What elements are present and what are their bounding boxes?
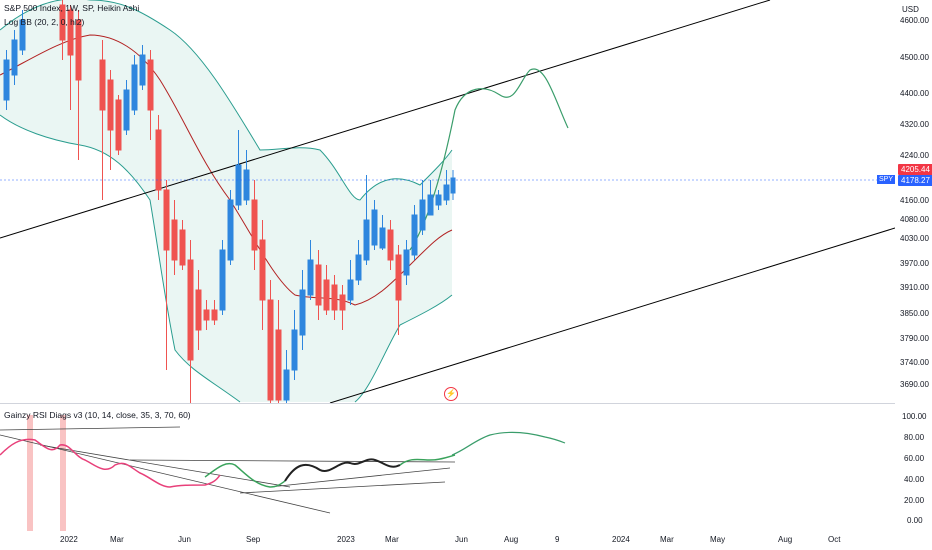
price-tick: 3740.00: [900, 358, 929, 367]
bb-upper: [0, 0, 453, 201]
price-tick: 3690.00: [900, 380, 929, 389]
rsi-legend[interactable]: Gainzy RSI Diags v3 (10, 14, close, 35, …: [4, 410, 191, 420]
projection-curve: [409, 68, 569, 251]
time-tick: Aug: [778, 535, 793, 544]
rsi-highlight: [27, 415, 33, 531]
rsi-tick: 40.00: [904, 475, 925, 484]
bb-fill: [0, 0, 452, 402]
bb-legend[interactable]: Log BB (20, 2, 0, hl2): [4, 17, 85, 27]
rsi-trend: [0, 426, 181, 431]
trend-lower: [329, 227, 895, 403]
price-tick: 3850.00: [900, 309, 929, 318]
time-tick: 2023: [337, 535, 355, 544]
rsi-highlight: [60, 415, 66, 531]
rsi-tick: 20.00: [904, 496, 925, 505]
last-price-tag: 4205.44: [898, 164, 932, 175]
price-tick: 4030.00: [900, 234, 929, 243]
price-tick: 4600.00: [900, 16, 929, 25]
main-legend[interactable]: S&P 500 Index, 1W, SP, Heikin Ashi: [4, 3, 140, 13]
time-tick: Jun: [455, 535, 468, 544]
price-tick: 3910.00: [900, 283, 929, 292]
time-tick: Aug: [504, 535, 519, 544]
rsi-pane[interactable]: [0, 405, 895, 531]
symbol-tag: SPY: [877, 175, 896, 184]
rsi-tick: 0.00: [907, 516, 923, 525]
bb-lower: [0, 114, 453, 403]
bb-basis: [0, 34, 453, 306]
lightning-icon[interactable]: ⚡: [444, 387, 458, 401]
rsi-trend: [269, 467, 451, 488]
price-axis[interactable]: USD 4600.00 4500.00 4400.00 4320.00 4240…: [895, 0, 932, 531]
time-tick: Jun: [178, 535, 191, 544]
price-tick: 4500.00: [900, 53, 929, 62]
rsi-projection: [451, 431, 566, 456]
time-tick: Sep: [246, 535, 261, 544]
price-pane[interactable]: [0, 0, 895, 403]
candles: [3, 0, 456, 403]
rsi-trend: [39, 444, 291, 488]
time-tick: May: [710, 535, 726, 544]
rsi-line-pink: [0, 438, 221, 488]
price-tick: 4240.00: [900, 151, 929, 160]
time-tick: 9: [555, 535, 560, 544]
rsi-tick: 60.00: [904, 454, 925, 463]
time-tick: Mar: [660, 535, 674, 544]
time-tick: 2022: [60, 535, 78, 544]
pane-divider[interactable]: [0, 403, 932, 404]
price-tick: 3970.00: [900, 259, 929, 268]
time-tick: Mar: [385, 535, 399, 544]
rsi-tick: 100.00: [902, 412, 927, 421]
current-price-tag: 4178.27: [898, 175, 932, 186]
rsi-trend: [239, 481, 446, 494]
rsi-line-green-2: [399, 454, 456, 466]
trend-upper: [0, 0, 771, 239]
rsi-line-black: [284, 458, 401, 482]
time-axis[interactable]: 2022 Mar Jun Sep 2023 Mar Jun Aug 9 2024…: [0, 531, 932, 550]
price-tick: 4400.00: [900, 89, 929, 98]
time-tick: Oct: [828, 535, 841, 544]
rsi-line-green: [204, 463, 286, 488]
time-tick: 2024: [612, 535, 630, 544]
price-tick: 4080.00: [900, 215, 929, 224]
rsi-trend: [129, 459, 456, 463]
price-tick: 4320.00: [900, 120, 929, 129]
price-tick: 3790.00: [900, 334, 929, 343]
rsi-trend: [0, 434, 331, 514]
price-tick: 4160.00: [900, 196, 929, 205]
currency-label: USD: [902, 5, 919, 14]
time-tick: Mar: [110, 535, 124, 544]
rsi-tick: 80.00: [904, 433, 925, 442]
